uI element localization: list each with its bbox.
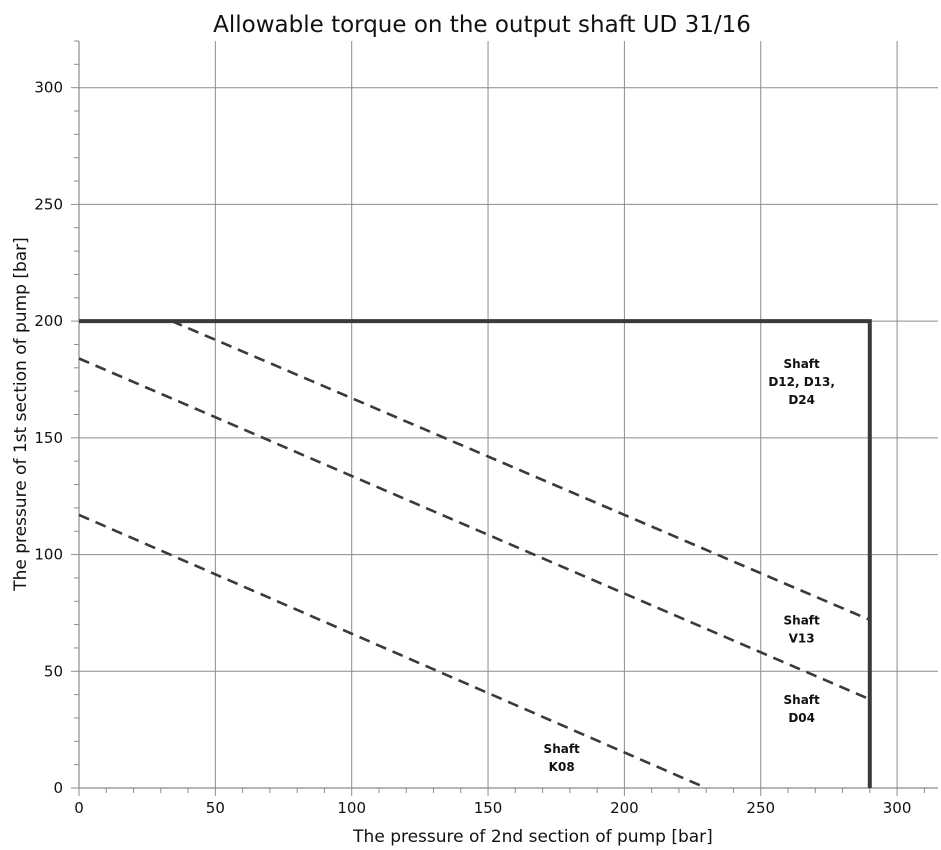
x-tick-label-2: 100	[337, 799, 366, 817]
shaft-annotation-0: Shaft D12, D13, D24	[768, 357, 835, 407]
shaft-annotation-line: V13	[789, 632, 815, 646]
shaft-annotation-line: D12, D13,	[768, 375, 835, 389]
x-axis-label: The pressure of 2nd section of pump [bar…	[352, 827, 713, 847]
y-tick-label-6: 300	[34, 79, 63, 97]
y-tick-label-5: 250	[34, 195, 63, 213]
dashed-line-3	[78, 513, 702, 787]
x-tick-label-1: 50	[206, 799, 225, 817]
shaft-annotation-3: Shaft K08	[544, 742, 581, 774]
shaft-annotation-1: Shaft V13	[784, 614, 821, 646]
shaft-annotation-line: Shaft	[784, 614, 821, 628]
limit-line-0	[79, 319, 872, 788]
shaft-annotation-line: Shaft	[784, 693, 821, 707]
y-tick-label-2: 100	[34, 546, 63, 564]
y-axis-label: The pressure of 1st section of pump [bar…	[11, 237, 31, 592]
shaft-annotation-line: Shaft	[784, 357, 821, 371]
annotations: Shaft D12, D13, D24 Shaft V13 Shaft D04 Shaft K0…	[544, 357, 835, 774]
series-group	[78, 319, 872, 788]
x-tick-label-4: 200	[610, 799, 639, 817]
chart-title: Allowable torque on the output shaft UD …	[213, 12, 751, 38]
y-tick-label-3: 150	[34, 429, 63, 447]
x-tick-label-6: 300	[883, 799, 912, 817]
shaft-annotation-2: Shaft D04	[784, 693, 821, 725]
y-tick-label-1: 50	[44, 662, 63, 680]
grid	[79, 41, 938, 788]
shaft-annotation-line: Shaft	[544, 742, 581, 756]
y-tick-label-0: 0	[53, 779, 63, 797]
axes: 0 50 100 150 200 250 300 0 50 100 150 200 250 300	[34, 40, 938, 817]
x-tick-label-5: 250	[746, 799, 775, 817]
dashed-line-1	[171, 319, 871, 622]
shaft-annotation-line: K08	[549, 760, 575, 774]
shaft-annotation-line: D24	[788, 393, 815, 407]
x-tick-label-0: 0	[74, 799, 84, 817]
y-tick-label-4: 200	[34, 312, 63, 330]
shaft-annotation-line: D04	[788, 711, 815, 725]
dashed-line-2	[78, 357, 871, 701]
x-tick-label-3: 150	[474, 799, 503, 817]
